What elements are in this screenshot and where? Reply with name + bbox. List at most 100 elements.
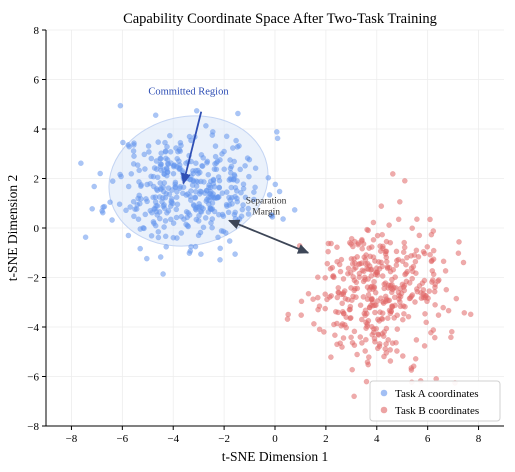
point-task-b: [403, 261, 409, 268]
point-task-a: [221, 148, 227, 155]
point-task-b: [413, 247, 420, 254]
point-task-a: [140, 225, 147, 231]
point-task-b: [328, 354, 334, 360]
point-task-a: [228, 163, 235, 170]
point-task-a: [159, 195, 166, 201]
point-task-b: [370, 286, 376, 292]
point-task-b: [379, 273, 386, 279]
point-task-b: [285, 311, 292, 318]
x-tick-label: −4: [167, 433, 179, 445]
point-task-b: [357, 334, 364, 340]
point-task-a: [212, 153, 219, 160]
point-task-a: [207, 205, 214, 212]
x-tick-label: 8: [476, 433, 482, 445]
point-task-b: [424, 243, 431, 250]
point-task-b: [322, 305, 329, 312]
point-task-b: [332, 332, 338, 339]
point-task-b: [467, 311, 474, 318]
point-task-b: [442, 268, 449, 274]
point-task-b: [401, 244, 408, 251]
point-task-a: [280, 216, 286, 222]
point-task-a: [125, 183, 132, 190]
point-task-b: [370, 219, 377, 226]
point-task-b: [314, 294, 321, 301]
point-task-a: [252, 165, 259, 172]
point-task-a: [268, 212, 275, 218]
y-axis-ticks: −8 −6 −4 −2 0 2 4 6 8: [27, 25, 46, 433]
point-task-b: [427, 216, 433, 223]
point-task-a: [204, 159, 210, 166]
point-task-b: [456, 239, 462, 245]
point-task-a: [176, 147, 183, 153]
point-task-b: [372, 289, 379, 296]
point-task-a: [97, 170, 104, 177]
point-task-a: [164, 209, 170, 216]
y-tick-label: 0: [34, 223, 40, 235]
point-task-a: [170, 234, 177, 241]
point-task-b: [416, 283, 423, 289]
point-task-a: [120, 139, 126, 146]
point-task-a: [152, 199, 159, 205]
point-task-b: [334, 341, 340, 348]
point-task-b: [359, 245, 366, 252]
point-task-b: [414, 216, 420, 223]
point-task-a: [168, 195, 175, 202]
point-task-a: [224, 203, 230, 209]
point-task-a: [272, 181, 279, 188]
point-task-a: [217, 245, 224, 252]
point-task-b: [361, 274, 368, 281]
point-task-b: [370, 236, 377, 243]
point-task-a: [242, 162, 248, 169]
x-tick-label: −2: [218, 433, 230, 445]
point-task-b: [403, 270, 409, 277]
point-task-b: [400, 249, 407, 256]
legend: Task A coordinates Task B coordinates: [369, 380, 501, 422]
point-task-b: [363, 378, 370, 385]
point-task-a: [232, 209, 239, 216]
point-task-b: [359, 236, 365, 243]
point-task-a: [203, 122, 209, 129]
point-task-b: [379, 330, 386, 337]
point-task-b: [363, 336, 369, 343]
point-task-b: [409, 275, 416, 282]
point-task-b: [401, 310, 407, 317]
x-tick-label: 6: [425, 433, 431, 445]
point-task-a: [174, 201, 181, 208]
point-task-a: [276, 188, 283, 195]
point-task-a: [91, 183, 98, 190]
point-task-b: [366, 245, 372, 251]
point-task-b: [429, 267, 436, 274]
point-task-b: [394, 348, 400, 354]
point-task-a: [131, 153, 137, 159]
point-task-a: [193, 107, 200, 114]
point-task-a: [215, 193, 221, 200]
point-task-b: [379, 263, 386, 270]
point-task-b: [389, 171, 396, 177]
point-task-b: [421, 277, 428, 284]
point-task-b: [420, 287, 427, 293]
point-task-a: [237, 166, 244, 173]
point-task-a: [125, 232, 132, 239]
point-task-a: [130, 198, 137, 205]
point-task-b: [393, 339, 399, 346]
point-task-a: [186, 250, 193, 256]
point-task-b: [432, 281, 439, 288]
point-task-a: [162, 218, 169, 224]
point-task-b: [386, 264, 393, 271]
point-task-a: [173, 206, 180, 213]
point-task-b: [358, 316, 365, 323]
point-task-a: [244, 155, 251, 161]
point-task-b: [387, 282, 394, 289]
point-task-a: [179, 170, 186, 176]
point-task-a: [130, 161, 137, 167]
point-task-a: [116, 201, 123, 208]
point-task-b: [334, 244, 340, 251]
x-tick-label: 4: [374, 433, 380, 445]
point-task-a: [136, 200, 143, 207]
point-task-a: [156, 209, 163, 215]
point-task-b: [397, 303, 404, 310]
point-task-a: [211, 208, 218, 215]
point-task-b: [443, 286, 450, 293]
point-task-a: [196, 203, 203, 210]
